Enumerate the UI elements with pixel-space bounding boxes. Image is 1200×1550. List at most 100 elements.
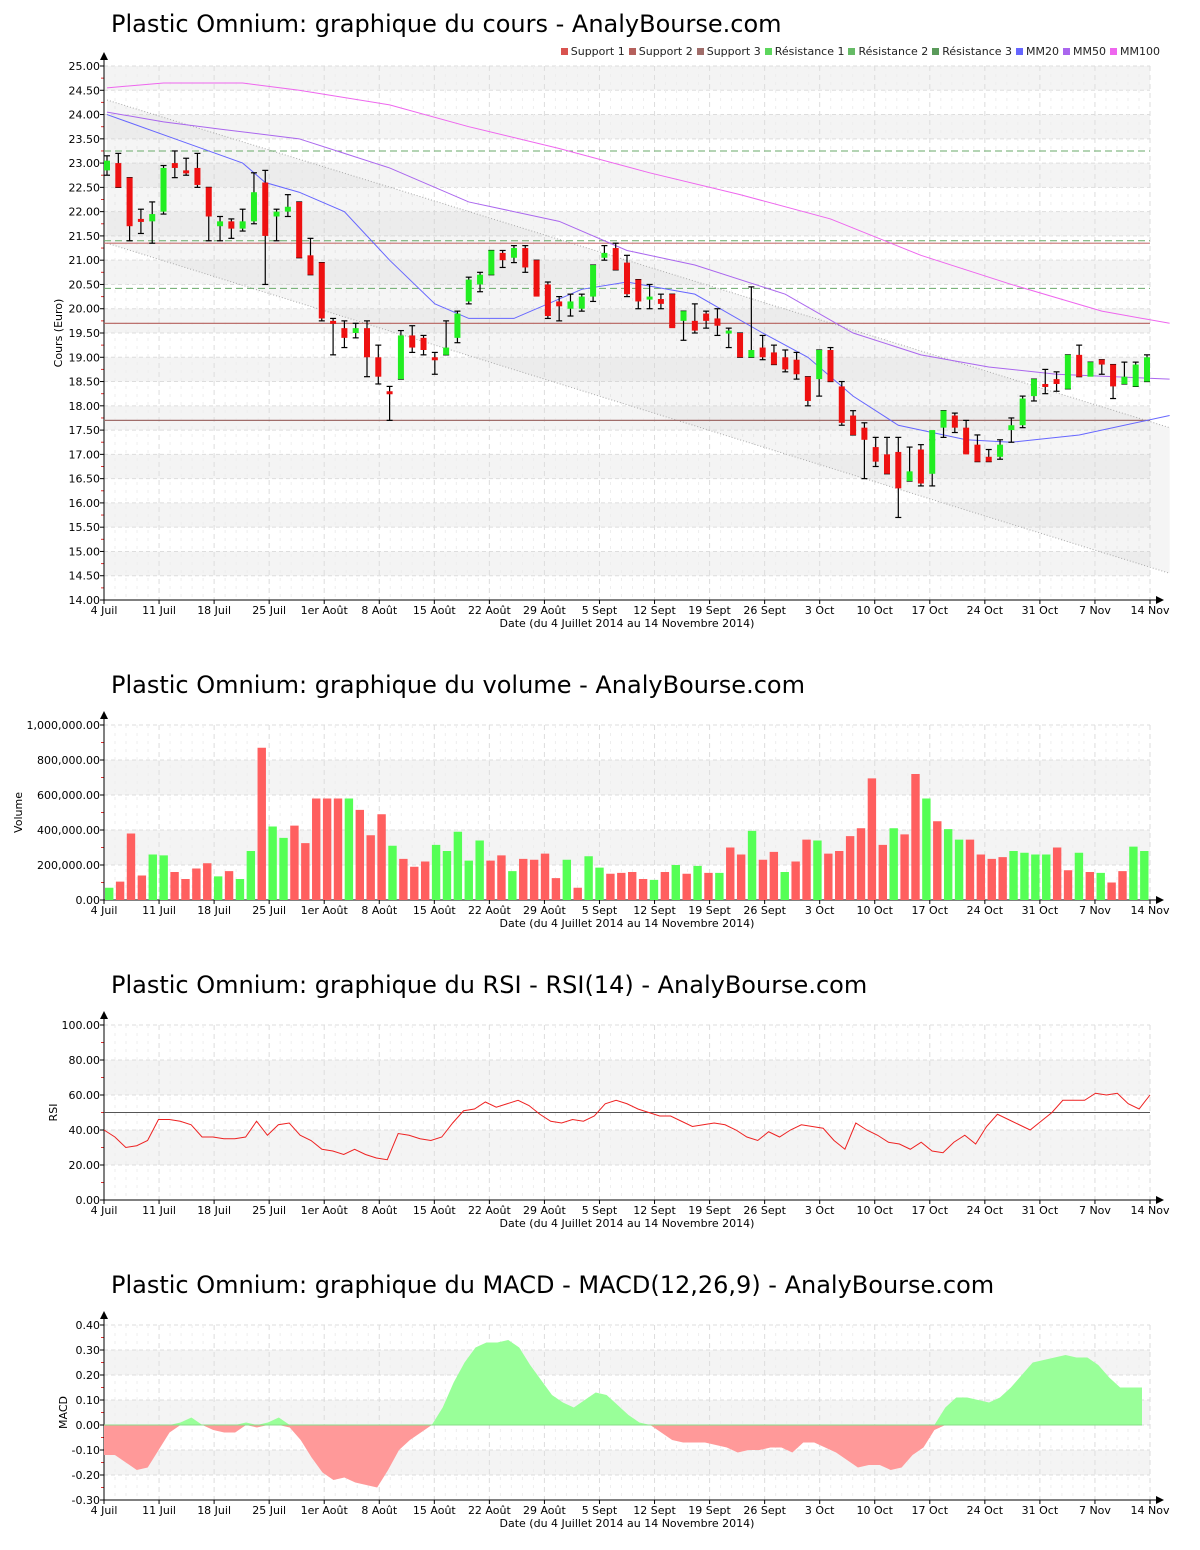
x-tick-label: 24 Oct: [967, 1504, 1004, 1517]
x-tick-label: 1er Août: [301, 1204, 349, 1217]
volume-bar: [987, 858, 996, 900]
x-axis-label: Date (du 4 Juillet 2014 au 14 Novembre 2…: [500, 917, 755, 930]
candlestick: [409, 325, 416, 354]
x-tick-label: 14 Nov: [1131, 1204, 1170, 1217]
grid-band: [104, 760, 1150, 795]
x-tick-label: 5 Sept: [582, 1204, 618, 1217]
volume-bar: [442, 851, 452, 900]
volume-bar: [660, 872, 670, 900]
candlestick: [737, 332, 744, 358]
candlestick: [194, 152, 201, 188]
y-tick-label: 19.00: [69, 351, 101, 364]
volume-bar: [366, 835, 375, 900]
y-tick-label: 17.50: [69, 424, 101, 437]
volume-bar: [420, 861, 430, 900]
y-tick-label: 18.00: [69, 400, 101, 413]
volume-bar: [845, 836, 855, 900]
x-tick-label: 19 Sept: [688, 1504, 731, 1517]
volume-bar: [1096, 872, 1105, 900]
candlestick: [951, 412, 958, 434]
legend-label: MM100: [1120, 45, 1160, 58]
x-tick-label: 7 Nov: [1079, 1504, 1111, 1517]
volume-bar: [399, 858, 408, 900]
legend-item: Résistance 1: [764, 45, 844, 58]
volume-bar: [257, 747, 266, 900]
y-tick-label: 22.50: [69, 181, 101, 194]
legend-label: Support 3: [706, 45, 761, 58]
y-tick-label: 25.00: [69, 60, 101, 73]
y-axis-arrow-icon: [100, 1011, 108, 1019]
x-tick-label: 3 Oct: [805, 904, 835, 917]
trend-line: [106, 99, 1170, 429]
volume-bar: [279, 837, 288, 900]
candlestick: [431, 351, 438, 375]
candlestick: [477, 271, 484, 293]
x-tick-label: 12 Sept: [633, 904, 676, 917]
volume-bar: [1063, 870, 1073, 900]
candlestick: [895, 436, 902, 519]
rsi-line: [103, 1092, 1151, 1161]
volume-bar: [322, 798, 332, 900]
x-tick-label: 29 Août: [523, 904, 567, 917]
x-tick-label: 12 Sept: [633, 1504, 676, 1517]
volume-bar: [976, 854, 986, 900]
legend-swatch-icon: [1063, 48, 1071, 55]
volume-bar: [388, 845, 397, 900]
candlestick: [397, 329, 404, 380]
candlestick: [556, 295, 563, 322]
candlestick: [1042, 368, 1049, 395]
legend-item: MM50: [1063, 45, 1106, 58]
x-tick-label: 5 Sept: [582, 604, 618, 617]
y-tick-label: 21.00: [69, 254, 101, 267]
y-tick-label: 0.10: [76, 1394, 101, 1407]
y-tick-label: 14.00: [69, 594, 101, 607]
x-tick-label: 3 Oct: [805, 1204, 835, 1217]
x-tick-label: 31 Oct: [1022, 1504, 1059, 1517]
candlestick: [624, 254, 630, 298]
x-tick-label: 11 Juil: [142, 1504, 176, 1517]
candlestick: [160, 164, 167, 215]
x-tick-label: 26 Sept: [743, 904, 786, 917]
candlestick: [680, 310, 687, 341]
grid-band: [104, 1450, 1150, 1475]
legend-item: Support 2: [628, 45, 693, 58]
grid-band: [104, 114, 1150, 139]
y-tick-label: 23.50: [69, 133, 101, 146]
y-axis-label: MACD: [57, 1396, 70, 1429]
grid-band: [104, 830, 1150, 865]
x-tick-label: 3 Oct: [805, 1504, 835, 1517]
x-tick-label: 29 Août: [523, 1504, 567, 1517]
candlestick: [183, 157, 190, 176]
grid-band: [104, 405, 1150, 431]
candlestick: [126, 177, 133, 242]
x-tick-label: 19 Sept: [688, 604, 731, 617]
candlestick: [443, 320, 450, 356]
volume-bar: [693, 865, 702, 900]
volume-bar: [998, 857, 1007, 900]
candlestick: [205, 186, 212, 242]
x-tick-label: 11 Juil: [142, 604, 176, 617]
x-tick-label: 17 Oct: [912, 904, 949, 917]
x-axis-arrow-icon: [1156, 896, 1164, 904]
x-tick-label: 29 Août: [523, 604, 567, 617]
candlestick: [1098, 359, 1105, 375]
x-tick-label: 8 Août: [361, 604, 398, 617]
price-chart-block: Plastic Omnium: graphique du cours - Ana…: [0, 0, 1200, 640]
volume-bar: [551, 878, 561, 900]
volume-bar: [203, 863, 212, 900]
volume-bar: [148, 854, 157, 900]
candlestick: [217, 215, 224, 242]
x-tick-label: 26 Sept: [743, 1204, 786, 1217]
x-tick-label: 7 Nov: [1079, 904, 1111, 917]
x-tick-label: 24 Oct: [967, 604, 1004, 617]
volume-bar: [922, 798, 931, 900]
volume-bar: [595, 867, 604, 900]
volume-bar: [1074, 852, 1084, 900]
candlestick: [872, 436, 879, 468]
y-tick-label: 24.00: [69, 109, 101, 122]
legend-label: Résistance 2: [858, 45, 929, 58]
x-tick-label: 22 Août: [468, 1204, 512, 1217]
volume-bar: [736, 854, 746, 900]
y-tick-label: 20.00: [69, 303, 101, 316]
candlestick: [850, 410, 857, 436]
